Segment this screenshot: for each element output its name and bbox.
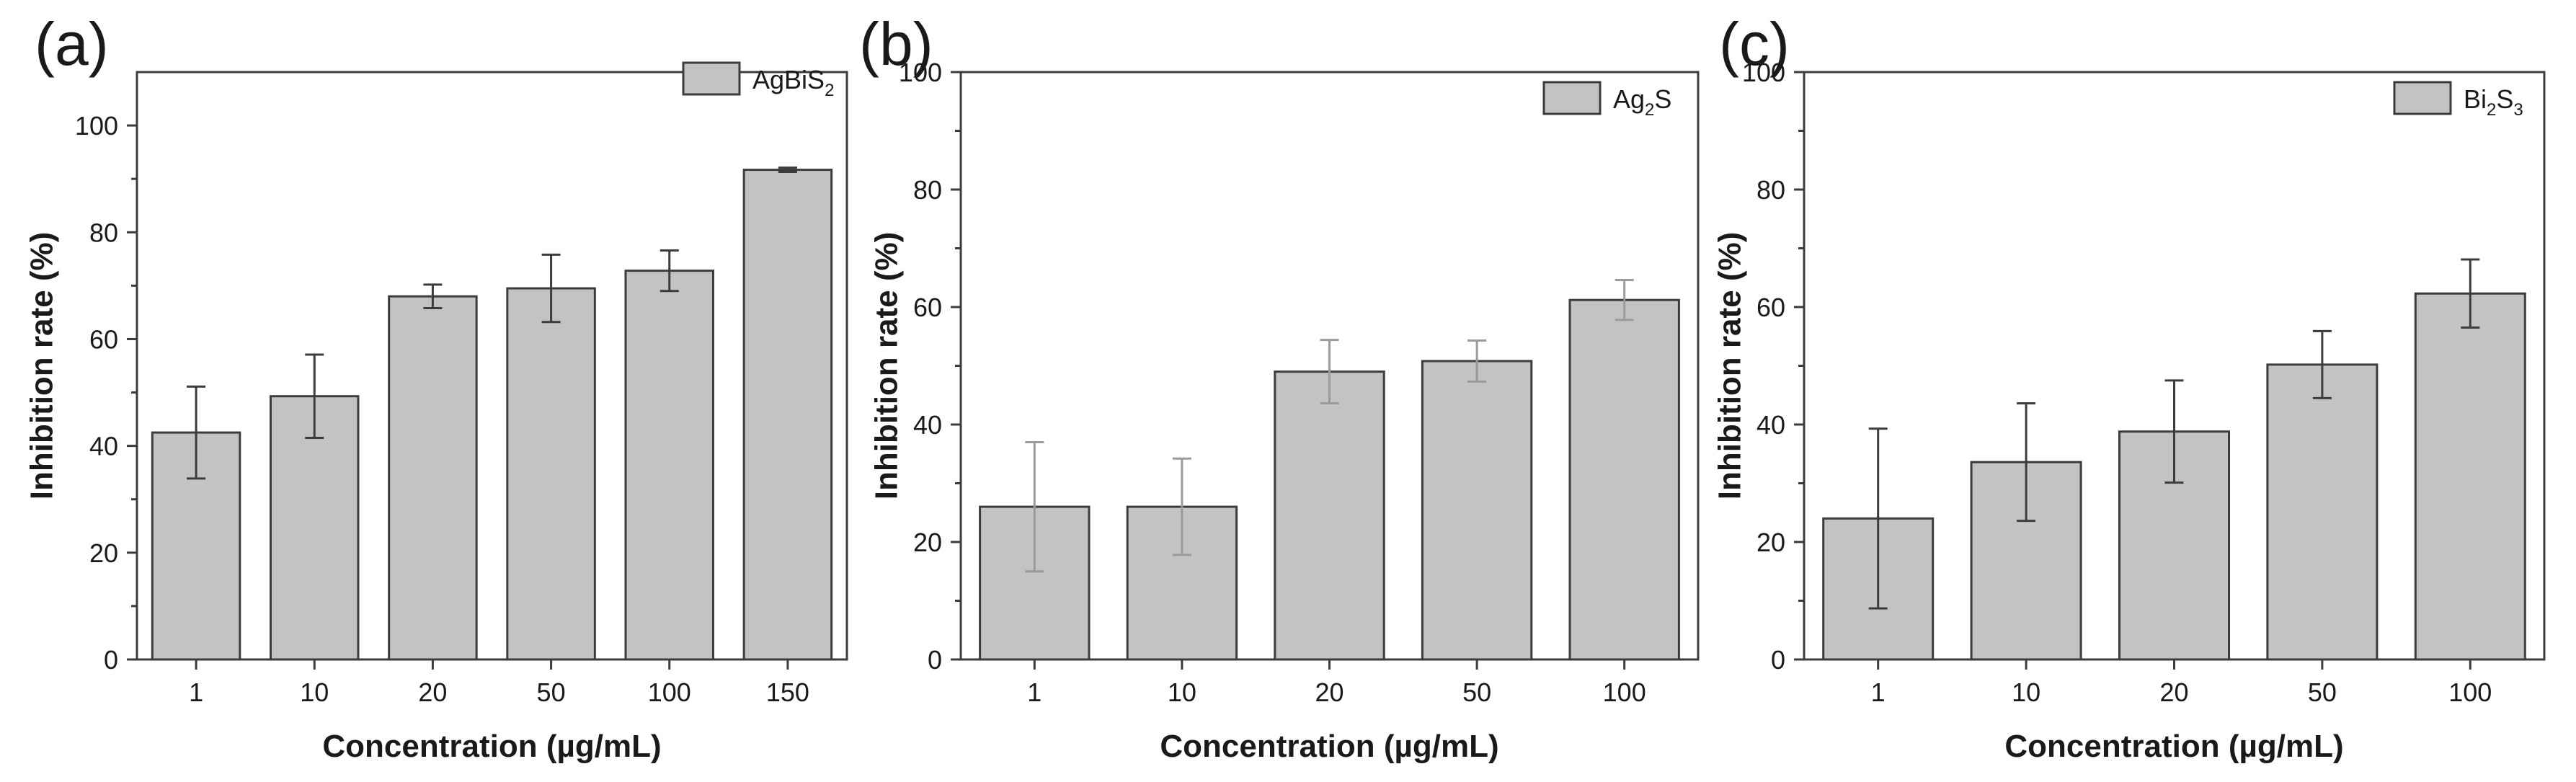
error-bar [659,249,679,293]
y-axis-title: Inhibition rate (%) [1713,232,1748,500]
legend-label-subscript: 2 [825,81,834,100]
x-axis-title: Concentration (µg/mL) [2004,729,2343,764]
legend-swatch [2393,81,2452,115]
y-tick-label: 0 [104,645,118,675]
y-tick-label: 20 [913,528,942,557]
y-tick-label: 80 [1756,175,1785,205]
legend-label-tail: S [2496,84,2513,114]
bar [506,287,596,661]
x-tick-label: 100 [2448,677,2492,707]
y-tick-label: 100 [899,58,942,87]
error-bar [1615,279,1634,321]
legend-label-base: Bi [2464,84,2487,114]
error-bar [2461,258,2480,329]
x-tick-label: 50 [537,677,566,707]
x-tick-label: 1 [1871,677,1886,707]
legend-label: AgBiS2 [752,65,834,100]
error-bar [2312,329,2332,399]
x-tick-label: 50 [2308,677,2337,707]
error-bar [1868,427,1888,610]
legend-label: Ag2S [1613,84,1671,120]
y-tick-label: 20 [1756,528,1785,557]
legend-label-base: AgBiS [752,65,825,94]
bar [2414,292,2526,661]
y-tick-label: 60 [1756,293,1785,322]
panel-label: (b) [859,10,933,78]
legend-swatch [1542,81,1602,115]
legend-label-subscript: 2 [2487,100,2496,120]
x-axis-title: Concentration (µg/mL) [1160,729,1498,764]
bar [1568,298,1680,661]
panel-b: 1 10 20 50 100 0 20 40 60 80 100 Concentration (µg/… [859,10,1700,764]
x-tick-label: 10 [1168,677,1196,707]
y-tick-label: 20 [89,538,118,568]
y-tick-label: 60 [89,324,118,354]
error-bar [1025,440,1044,573]
legend-label-base: Ag [1613,84,1645,114]
x-tick-label: 20 [418,677,447,707]
panel-label: (a) [35,10,109,78]
error-bar [778,166,797,174]
legend: Bi2S3 [2393,81,2523,120]
legend-label: Bi2S3 [2464,84,2523,120]
bar [388,295,478,661]
legend-label-subscript-2: 3 [2513,100,2523,120]
x-tick-label: 10 [2012,677,2040,707]
bar [742,169,833,661]
legend: Ag2S [1542,81,1671,120]
bar [1274,370,1385,661]
y-axis-title: Inhibition rate (%) [869,232,905,500]
error-bar [423,283,443,309]
legend: AgBiS2 [682,61,834,100]
y-tick-label: 60 [913,293,942,322]
y-tick-label: 100 [75,111,118,141]
bar [624,270,714,661]
legend-label-subscript: 2 [1645,100,1654,120]
x-tick-label: 20 [2159,677,2188,707]
bar [1421,360,1533,661]
x-tick-label: 20 [1315,677,1343,707]
error-bar [1172,457,1191,556]
error-bar [2164,379,2184,484]
error-bar [1320,339,1339,405]
legend-swatch [682,61,741,96]
y-axis-title: Inhibition rate (%) [25,232,60,500]
x-tick-label: 100 [648,677,691,707]
y-tick-label: 100 [1742,58,1785,87]
x-tick-label: 1 [1027,677,1041,707]
y-tick-label: 40 [913,410,942,440]
y-tick-label: 40 [1756,410,1785,440]
plot-frame [136,71,848,661]
y-tick-label: 40 [89,432,118,461]
y-tick-label: 80 [89,218,118,247]
x-tick-label: 1 [189,677,203,707]
bar [2266,363,2379,661]
panel-label: (c) [1719,10,1790,78]
panel-a: 1 10 20 50 100 150 0 20 40 60 80 100 Concentration (… [25,10,848,764]
x-tick-label: 100 [1603,677,1646,707]
y-tick-label: 0 [928,645,942,675]
y-tick-label: 80 [913,175,942,205]
error-bar [187,385,206,480]
error-bar [1467,339,1487,383]
y-tick-label: 0 [1771,645,1785,675]
error-bar [2017,402,2036,523]
x-tick-label: 50 [1462,677,1491,707]
x-tick-label: 150 [766,677,809,707]
error-bar [541,253,561,324]
panel-c: 1 10 20 50 100 0 20 40 60 80 100 Concentration (µg/… [1713,10,2546,764]
x-axis-title: Concentration (µg/mL) [322,729,661,764]
legend-label-tail: S [1654,84,1671,114]
x-tick-label: 10 [300,677,329,707]
error-bar [305,353,324,440]
